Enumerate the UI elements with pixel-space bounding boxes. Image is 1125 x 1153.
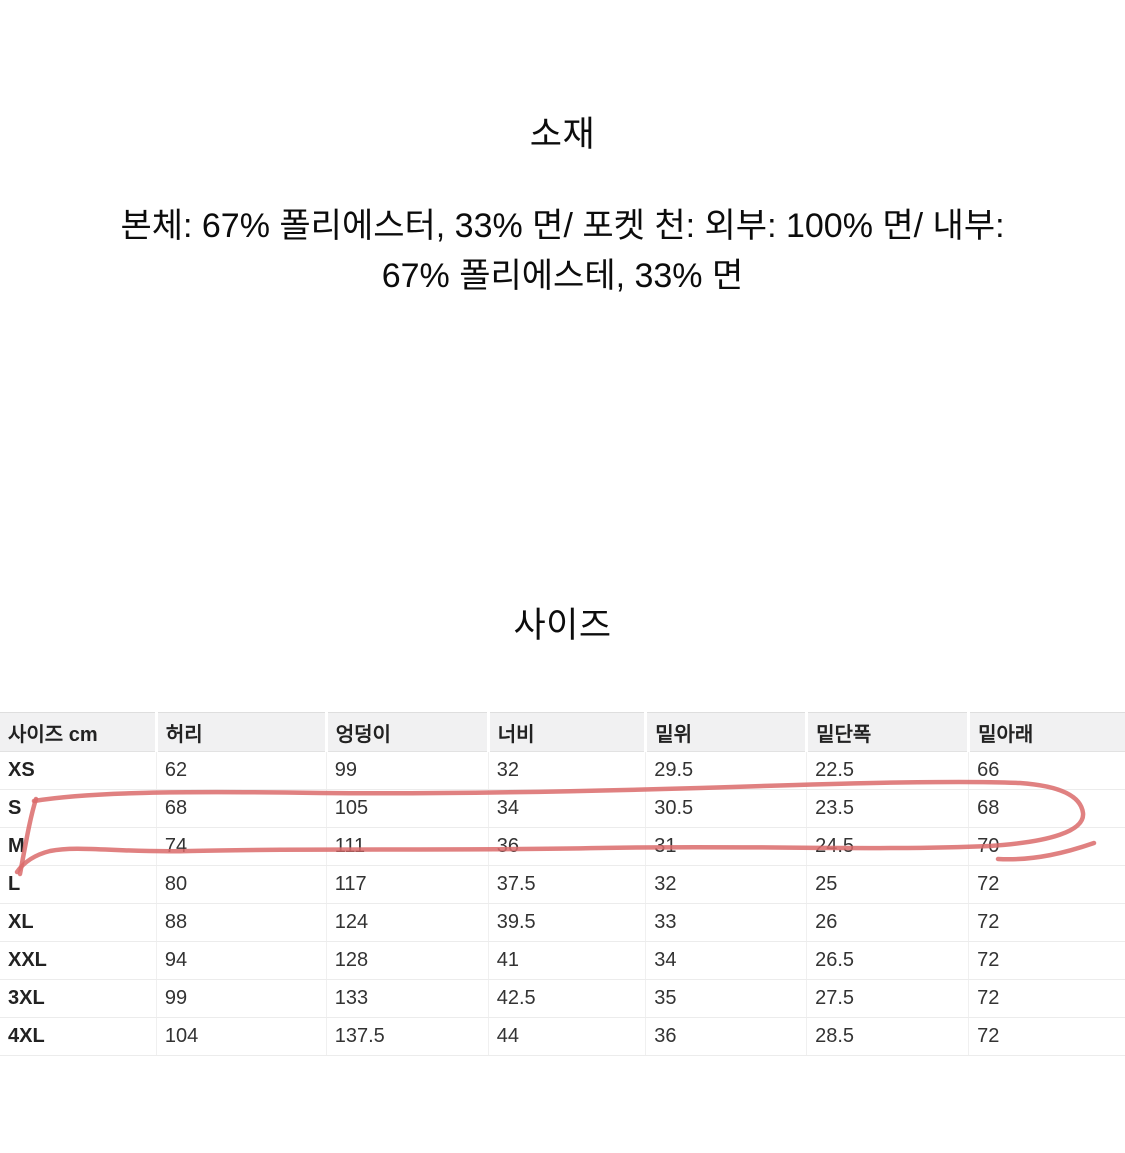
material-description: 본체: 67% 폴리에스터, 33% 면/ 포켓 천: 외부: 100% 면/ … [0, 201, 1125, 301]
table-cell: 99 [326, 751, 489, 790]
table-cell: 111 [326, 827, 489, 866]
material-section-title: 소재 [529, 115, 596, 154]
table-cell: 41 [488, 941, 647, 980]
table-cell: 99 [156, 979, 327, 1018]
table-cell: 35 [645, 979, 808, 1018]
table-row-4XL: 4XL 104 137.5 44 36 28.5 72 [0, 1017, 1125, 1056]
material-description-line-1: 본체: 67% 폴리에스터, 33% 면/ 포켓 천: 외부: 100% 면/ … [120, 207, 1005, 245]
table-row-3XL: 3XL 99 133 42.5 35 27.5 72 [0, 979, 1125, 1018]
table-cell: 72 [968, 1017, 1125, 1056]
table-cell: 68 [156, 789, 327, 828]
table-cell: 39.5 [488, 903, 647, 942]
table-row-L: L 80 117 37.5 32 25 72 [0, 865, 1125, 904]
column-header: 엉덩이 [326, 712, 490, 752]
table-cell: 74 [156, 827, 327, 866]
table-cell: 23.5 [806, 789, 970, 828]
table-row-XXL: XXL 94 128 41 34 26.5 72 [0, 941, 1125, 980]
column-header: 밑아래 [968, 712, 1125, 752]
table-cell: 105 [326, 789, 489, 828]
table-cell: 22.5 [806, 751, 970, 790]
table-cell: 133 [326, 979, 489, 1018]
size-section-title: 사이즈 [513, 606, 612, 645]
size-table-header-row: 사이즈 cm 허리 엉덩이 너비 밑위 밑단폭 밑아래 [0, 712, 1125, 752]
table-cell: 36 [645, 1017, 808, 1056]
table-cell: 68 [968, 789, 1125, 828]
table-row-XL: XL 88 124 39.5 33 26 72 [0, 903, 1125, 942]
column-header: 허리 [156, 712, 328, 752]
table-cell: 30.5 [645, 789, 808, 828]
row-size-label: 4XL [0, 1017, 157, 1056]
table-cell: 27.5 [806, 979, 970, 1018]
table-cell: 137.5 [326, 1017, 489, 1056]
table-cell: 36 [488, 827, 647, 866]
table-cell: 37.5 [488, 865, 647, 904]
table-row-XS: XS 62 99 32 29.5 22.5 66 [0, 751, 1125, 790]
size-table-body: XS 62 99 32 29.5 22.5 66 S 68 105 34 30.5 23.5 68 M 74 1… [0, 751, 1125, 1056]
table-cell: 28.5 [806, 1017, 970, 1056]
material-description-line-2: 67% 폴리에스테, 33% 면 [381, 257, 744, 295]
row-size-label: XXL [0, 941, 157, 980]
table-cell: 94 [156, 941, 327, 980]
table-cell: 104 [156, 1017, 327, 1056]
row-size-label: L [0, 865, 157, 904]
table-cell: 72 [968, 865, 1125, 904]
table-cell: 128 [326, 941, 489, 980]
table-row-M: M 74 111 36 31 24.5 70 [0, 827, 1125, 866]
table-cell: 33 [645, 903, 808, 942]
row-size-label: M [0, 827, 157, 866]
table-cell: 124 [326, 903, 489, 942]
table-cell: 88 [156, 903, 327, 942]
table-cell: 80 [156, 865, 327, 904]
row-size-label: 3XL [0, 979, 157, 1018]
table-cell: 72 [968, 903, 1125, 942]
column-header: 너비 [488, 712, 648, 752]
table-cell: 32 [488, 751, 647, 790]
row-size-label: XL [0, 903, 157, 942]
table-cell: 34 [488, 789, 647, 828]
table-cell: 62 [156, 751, 327, 790]
table-cell: 25 [806, 865, 970, 904]
table-cell: 66 [968, 751, 1125, 790]
table-cell: 72 [968, 941, 1125, 980]
table-cell: 34 [645, 941, 808, 980]
table-cell: 32 [645, 865, 808, 904]
size-table: 사이즈 cm 허리 엉덩이 너비 밑위 밑단폭 밑아래 XS 62 99 32 29.5 22.5 66… [0, 712, 1125, 1056]
column-header: 밑단폭 [806, 712, 971, 752]
row-size-label: XS [0, 751, 157, 790]
table-cell: 26.5 [806, 941, 970, 980]
column-header: 사이즈 cm [0, 712, 158, 752]
table-cell: 44 [488, 1017, 647, 1056]
table-row-S: S 68 105 34 30.5 23.5 68 [0, 789, 1125, 828]
table-cell: 26 [806, 903, 970, 942]
column-header: 밑위 [645, 712, 809, 752]
table-cell: 70 [968, 827, 1125, 866]
table-cell: 42.5 [488, 979, 647, 1018]
row-size-label: S [0, 789, 157, 828]
table-cell: 29.5 [645, 751, 808, 790]
table-cell: 72 [968, 979, 1125, 1018]
table-cell: 24.5 [806, 827, 970, 866]
table-cell: 31 [645, 827, 808, 866]
table-cell: 117 [326, 865, 489, 904]
